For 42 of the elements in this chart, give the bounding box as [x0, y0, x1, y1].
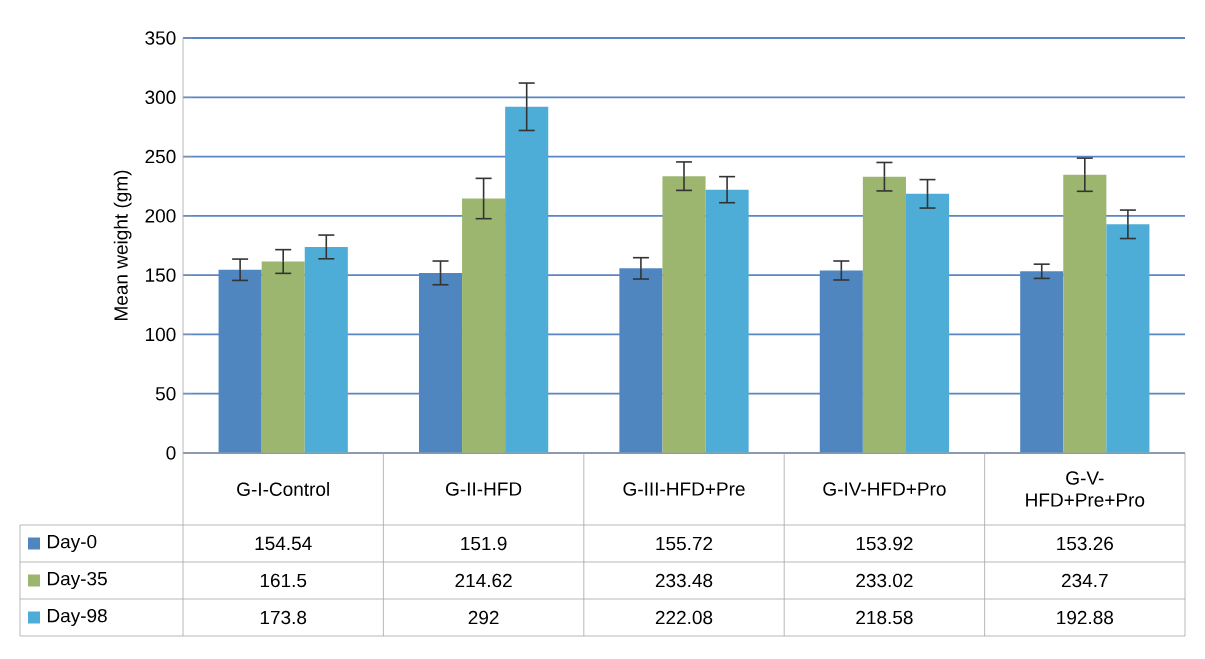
x-tick-label: G-I-Control: [237, 482, 329, 496]
bar: [261, 261, 305, 453]
data-label: 233.48: [655, 573, 713, 588]
bar: [505, 106, 549, 453]
x-tick-label: G-IV-HFD+Pro: [823, 482, 946, 496]
bar: [462, 198, 506, 453]
data-label: 173.8: [260, 610, 307, 625]
bar: [1106, 224, 1150, 453]
data-label: 218.58: [856, 610, 913, 625]
data-label: 151.9: [461, 536, 507, 551]
data-label: 153.26: [1057, 536, 1114, 551]
x-tick-label: G-III-HFD+Pre: [623, 482, 745, 496]
y-tick-label: 150: [146, 268, 176, 282]
data-label: 161.5: [260, 573, 307, 588]
data-label: 234.7: [1061, 573, 1108, 588]
x-tick-label: G-II-HFD: [446, 482, 522, 496]
bar: [705, 189, 749, 453]
y-tick-label: 50: [155, 386, 176, 401]
data-label: 154.54: [255, 536, 312, 551]
y-tick-label: 350: [145, 31, 176, 45]
y-tick-label: 100: [146, 327, 176, 342]
data-label: 233.02: [856, 573, 913, 588]
x-tick-label: G-V-HFD+Pre+Pro: [1026, 471, 1145, 507]
y-tick-label: 0: [166, 446, 176, 460]
legend-label: Day-98: [47, 608, 107, 627]
data-label: 192.88: [1057, 610, 1114, 625]
y-tick-label: 200: [145, 209, 176, 223]
bar: [905, 193, 950, 453]
data-label: 214.62: [455, 573, 512, 588]
bar: [862, 176, 906, 453]
data-label: 292: [468, 610, 499, 625]
data-label: 222.08: [655, 610, 713, 625]
bar: [1063, 174, 1107, 453]
legend-label: Day-0: [47, 534, 97, 553]
data-label: 153.92: [856, 536, 913, 551]
y-tick-label: 300: [145, 90, 176, 105]
bar: [304, 246, 348, 453]
bar: [662, 176, 706, 453]
data-label: 155.72: [656, 536, 713, 551]
legend-label: Day-35: [47, 571, 107, 590]
y-tick-label: 250: [145, 149, 176, 164]
y-axis-title: Mean weight (gm): [113, 170, 132, 320]
